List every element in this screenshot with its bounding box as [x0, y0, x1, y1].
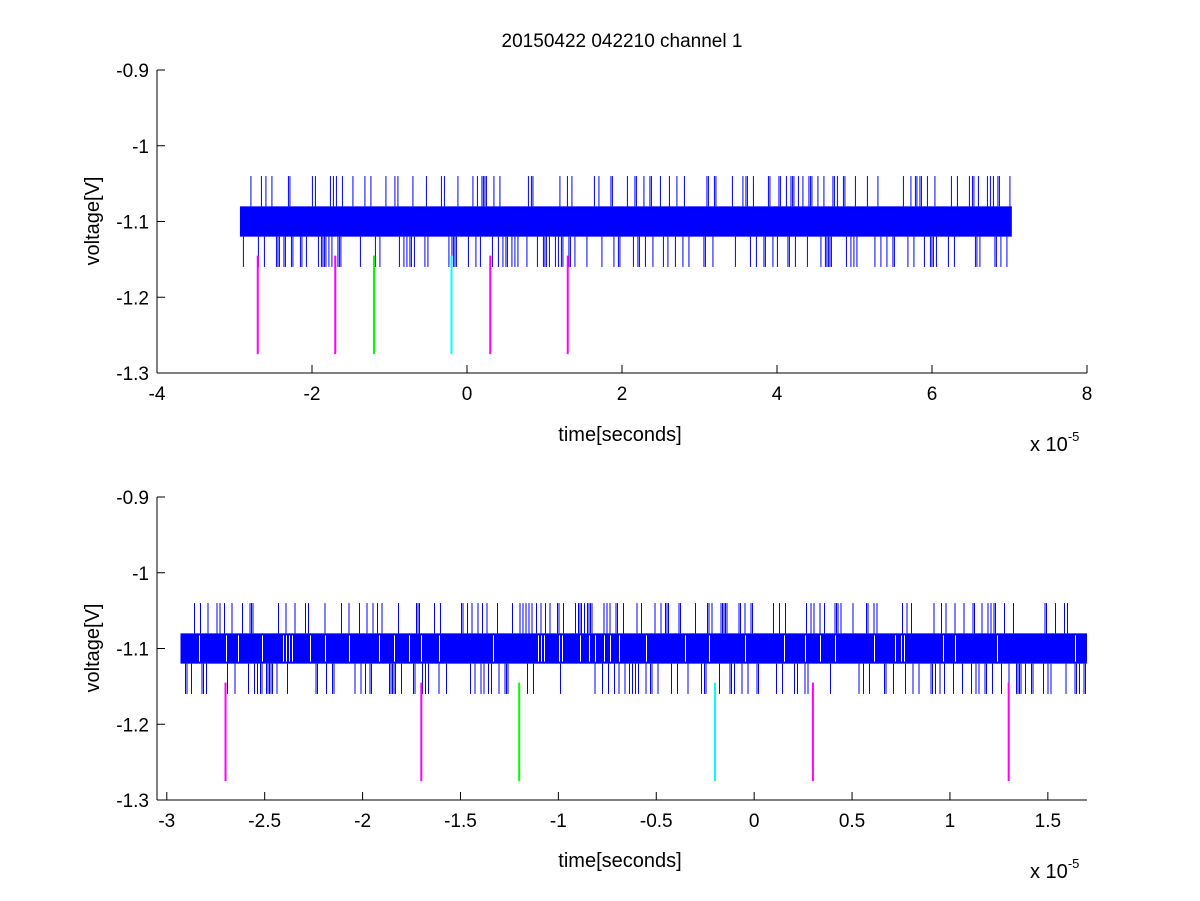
y-tick-label: -1.1 — [116, 640, 149, 661]
x-tick-label: -3 — [158, 811, 175, 832]
signal-spikes — [184, 603, 1086, 694]
x-tick-label: -1.5 — [444, 811, 477, 832]
signal-band — [180, 633, 1087, 664]
x-tick-label: 2 — [617, 384, 628, 405]
bottom-subplot: -3 -2.5 -2 -1.5 -1 -0.5 0 0.5 1 1.5 -0.9 -1 -1.1 -1.2… — [116, 488, 1087, 832]
x-tick-label: 8 — [1082, 384, 1093, 405]
x-tick-label: -0.5 — [640, 811, 673, 832]
y-tick-label: -1.3 — [116, 791, 149, 812]
x-tick-label: 0.5 — [839, 811, 865, 832]
x-tick-label: -1 — [550, 811, 567, 832]
top-subplot: -4 -2 0 2 4 6 8 -0.9 -1 -1.1 -1.2 -1.3 — [116, 61, 1092, 405]
x-tick-label: 0 — [462, 384, 473, 405]
x-tick-label: -2 — [354, 811, 371, 832]
x-tick-label: 6 — [927, 384, 938, 405]
y-tick-label: -1 — [132, 564, 149, 585]
y-tick-label: -1.2 — [116, 288, 149, 309]
x-tick-label: 1.5 — [1035, 811, 1061, 832]
signal-spikes — [242, 176, 1011, 267]
x-tick-label: 1 — [945, 811, 956, 832]
x-tick-label: -4 — [149, 384, 166, 405]
y-tick-label: -0.9 — [116, 488, 149, 509]
bottom-y-axis-label: voltage[V] — [82, 604, 104, 693]
y-tick-label: -1.1 — [116, 213, 149, 234]
top-y-axis-label: voltage[V] — [82, 177, 104, 266]
x-tick-label: -2.5 — [248, 811, 281, 832]
y-tick-label: -1 — [132, 137, 149, 158]
top-x-axis-label: time[seconds] — [558, 424, 681, 446]
bottom-x-axis-label: time[seconds] — [558, 850, 681, 872]
top-x-multiplier: x 10-5 — [1030, 429, 1079, 456]
y-tick-label: -1.3 — [116, 364, 149, 385]
x-tick-label: 4 — [772, 384, 783, 405]
chart-title: 20150422 042210 channel 1 — [502, 31, 743, 52]
y-tick-label: -1.2 — [116, 715, 149, 736]
signal-band — [239, 206, 1012, 237]
bottom-x-multiplier: x 10-5 — [1030, 856, 1079, 883]
x-tick-label: 0 — [749, 811, 760, 832]
x-tick-label: -2 — [304, 384, 321, 405]
y-tick-label: -0.9 — [116, 61, 149, 82]
